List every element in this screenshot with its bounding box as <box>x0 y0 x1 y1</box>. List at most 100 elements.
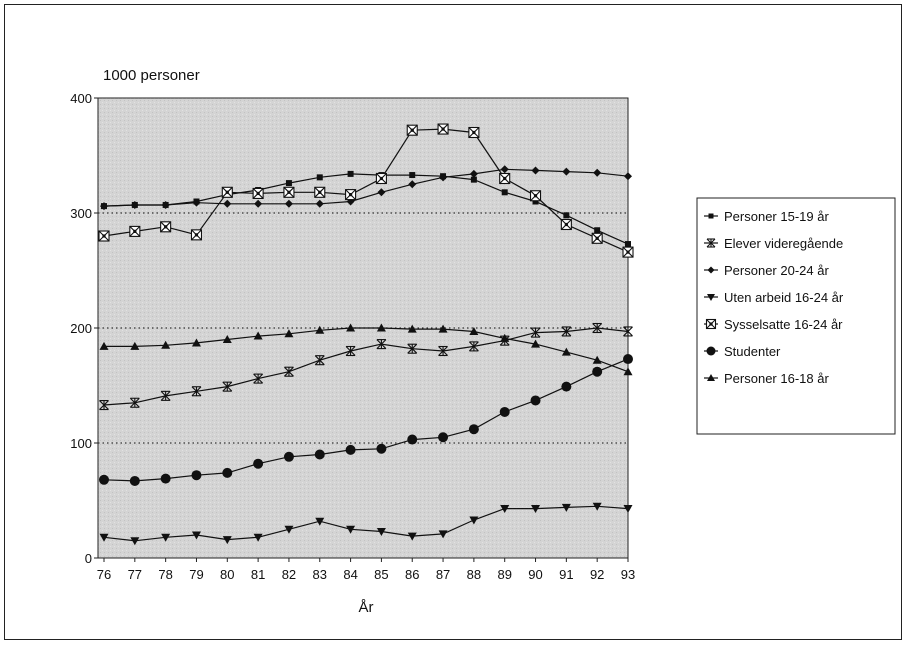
data-point <box>531 339 541 348</box>
marker-center <box>410 128 414 132</box>
data-point <box>315 517 325 526</box>
marker-center <box>256 191 260 196</box>
data-point <box>314 449 325 460</box>
data-point <box>376 339 387 350</box>
marker-center <box>564 222 568 227</box>
data-point <box>284 329 294 338</box>
data-point <box>563 212 570 219</box>
data-point <box>283 186 295 198</box>
series-line-6 <box>104 327 629 373</box>
data-point <box>284 199 293 208</box>
y-tick-label: 200 <box>70 321 92 336</box>
data-point <box>191 386 202 397</box>
data-point <box>346 525 356 534</box>
data-point <box>221 186 233 198</box>
data-point <box>284 366 294 377</box>
data-point <box>499 406 510 417</box>
legend-box <box>696 197 896 435</box>
data-point <box>315 199 324 208</box>
data-point <box>100 202 108 211</box>
legend-label: Studenter <box>724 344 781 359</box>
data-point <box>623 367 633 376</box>
x-tick-label: 85 <box>374 567 388 582</box>
data-point <box>253 458 264 469</box>
data-point <box>99 341 109 350</box>
data-point <box>561 503 571 512</box>
data-point <box>161 340 171 349</box>
x-tick-label: 78 <box>158 567 172 582</box>
data-point <box>469 326 479 335</box>
data-point <box>437 123 449 135</box>
data-point <box>191 531 201 540</box>
marker-center <box>472 130 476 135</box>
data-point <box>376 528 386 537</box>
data-point <box>130 537 140 546</box>
x-tick-label: 83 <box>313 567 327 582</box>
data-point <box>438 324 448 333</box>
data-point <box>191 470 202 481</box>
x-tick-label: 91 <box>559 567 573 582</box>
data-point <box>406 124 418 136</box>
legend-marker <box>706 238 716 248</box>
data-point <box>532 198 539 205</box>
data-point <box>191 338 201 347</box>
data-point <box>129 475 140 486</box>
data-point <box>222 536 232 545</box>
data-point <box>469 516 479 525</box>
marker-center <box>626 250 630 254</box>
legend-label: Personer 16-18 år <box>724 371 829 386</box>
data-point <box>562 167 571 176</box>
data-point <box>591 232 603 244</box>
data-point <box>161 533 171 542</box>
x-tick-label: 87 <box>436 567 450 582</box>
data-point <box>377 188 386 197</box>
x-tick-label: 76 <box>97 567 111 582</box>
legend-marker <box>705 318 717 330</box>
data-point <box>438 345 448 357</box>
data-point <box>500 505 510 514</box>
marker-center <box>533 194 538 198</box>
legend-label: Personer 20-24 år <box>724 263 829 278</box>
marker-center <box>595 236 599 240</box>
data-point <box>623 326 633 337</box>
x-tick-label: 81 <box>251 567 265 582</box>
data-point <box>409 172 416 179</box>
data-point <box>253 373 264 384</box>
data-point <box>345 189 357 201</box>
data-point <box>592 322 603 334</box>
legend-marker <box>707 294 715 301</box>
data-point <box>160 390 171 401</box>
data-point <box>625 241 631 248</box>
data-point <box>190 229 203 241</box>
y-tick-label: 100 <box>70 436 92 451</box>
data-point <box>314 186 326 198</box>
legend-marker <box>706 346 716 356</box>
data-point <box>99 533 109 542</box>
legend-marker <box>707 266 715 274</box>
x-tick-label: 88 <box>467 567 481 582</box>
data-point <box>592 366 603 377</box>
marker-center <box>164 225 168 229</box>
data-point <box>285 180 292 187</box>
legend-label: Personer 15-19 år <box>724 209 829 224</box>
data-point <box>347 170 354 177</box>
data-point <box>160 221 172 233</box>
data-point <box>129 397 140 408</box>
series-line-5 <box>103 358 629 482</box>
data-point <box>560 218 572 231</box>
data-point <box>222 335 232 343</box>
data-point <box>500 333 510 342</box>
data-point <box>130 200 139 209</box>
data-point <box>99 399 109 411</box>
series-line-0 <box>103 173 629 245</box>
data-point <box>592 355 602 364</box>
data-point <box>469 169 478 178</box>
data-point <box>501 189 508 196</box>
data-point <box>561 347 571 356</box>
legend-marker <box>708 213 714 219</box>
data-point <box>531 505 541 514</box>
data-point <box>531 166 540 175</box>
marker-center <box>102 234 106 238</box>
x-tick-label: 92 <box>590 567 604 582</box>
